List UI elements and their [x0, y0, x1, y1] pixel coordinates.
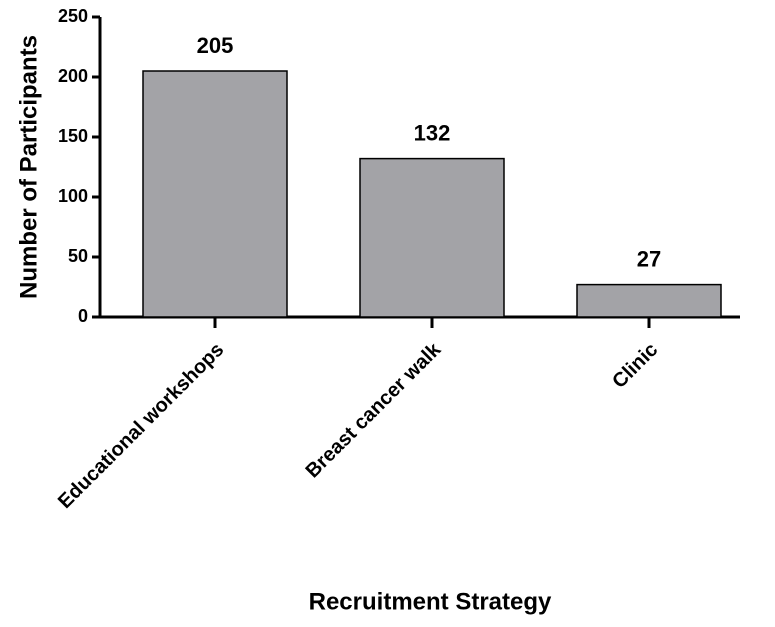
value-label: 132: [414, 120, 451, 145]
y-axis-title: Number of Participants: [15, 35, 42, 299]
y-tick-label: 50: [68, 246, 88, 266]
x-tick-label: Clinic: [608, 339, 662, 393]
x-axis-title: Recruitment Strategy: [309, 588, 552, 615]
y-tick-label: 150: [58, 126, 88, 146]
value-label: 27: [637, 246, 661, 271]
y-tick-label: 100: [58, 186, 88, 206]
x-tick-label: Breast cancer walk: [302, 338, 446, 482]
bar: [142, 70, 288, 318]
y-tick-label: 0: [78, 306, 88, 326]
y-tick-label: 200: [58, 66, 88, 86]
bar: [576, 283, 722, 318]
value-label: 205: [197, 33, 234, 58]
x-tick-label: Educational workshops: [54, 339, 228, 513]
bar: [359, 157, 505, 318]
y-tick-label: 250: [58, 6, 88, 26]
